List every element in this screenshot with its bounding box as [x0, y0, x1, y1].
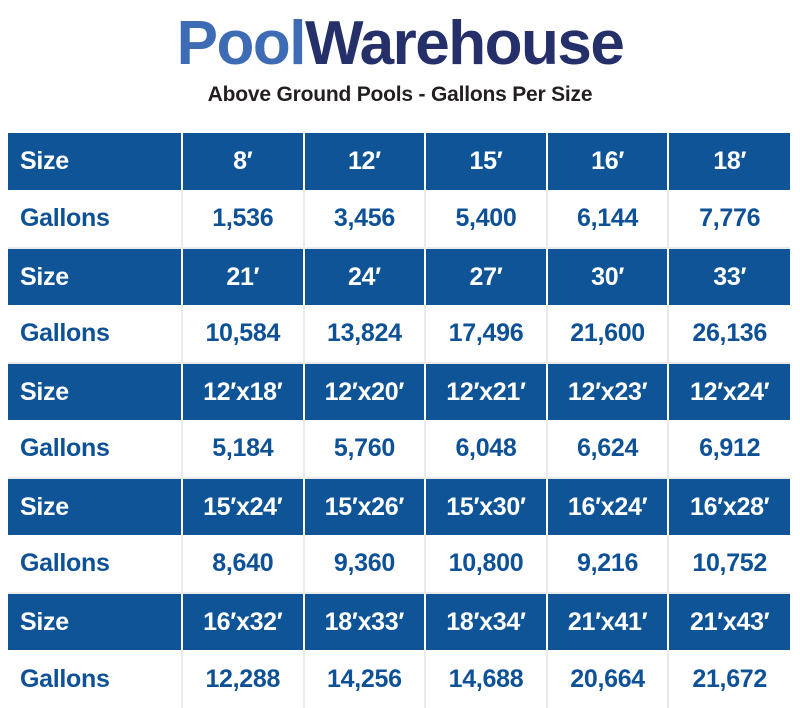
size-cell: 18′ [668, 133, 790, 190]
table-row-size: Size 21′ 24′ 27′ 30′ 33′ [8, 248, 790, 305]
brand-header: PoolWarehouse Above Ground Pools - Gallo… [0, 0, 800, 108]
gallons-cell: 8,640 [182, 535, 305, 594]
gallons-cell: 17,496 [425, 305, 548, 364]
size-cell: 15′x30′ [425, 478, 548, 535]
table-row-gallons: Gallons 10,584 13,824 17,496 21,600 26,1… [8, 305, 790, 364]
size-cell: 15′x26′ [303, 478, 427, 535]
logo-word-pool: Pool [176, 9, 307, 78]
table-row-gallons: Gallons 12,288 14,256 14,688 20,664 21,6… [8, 650, 790, 708]
gallons-cell: 9,360 [303, 535, 427, 594]
size-cell: 12′x23′ [546, 363, 670, 420]
gallons-table: Size 8′ 12′ 15′ 16′ 18′ Gallons 1,536 3,… [8, 133, 790, 708]
gallons-table-body: Size 8′ 12′ 15′ 16′ 18′ Gallons 1,536 3,… [8, 133, 790, 708]
size-cell: 30′ [546, 248, 670, 305]
size-cell: 15′x24′ [182, 478, 305, 535]
gallons-cell: 1,536 [182, 190, 305, 249]
gallons-cell: 5,400 [425, 190, 548, 249]
gallons-cell: 9,216 [546, 535, 670, 594]
row-header-size: Size [8, 478, 183, 535]
row-header-gallons: Gallons [8, 650, 183, 708]
table-row-size: Size 12′x18′ 12′x20′ 12′x21′ 12′x23′ 12′… [8, 363, 790, 420]
gallons-cell: 14,256 [303, 650, 427, 708]
gallons-cell: 6,144 [546, 190, 670, 249]
logo-word-warehouse: Warehouse [304, 9, 625, 78]
gallons-cell: 26,136 [668, 305, 790, 364]
size-cell: 16′x32′ [182, 593, 305, 650]
table-row-size: Size 16′x32′ 18′x33′ 18′x34′ 21′x41′ 21′… [8, 593, 790, 650]
gallons-cell: 21,600 [546, 305, 670, 364]
gallons-cell: 10,752 [668, 535, 790, 594]
row-header-gallons: Gallons [8, 535, 183, 594]
size-cell: 12′x24′ [668, 363, 790, 420]
size-cell: 8′ [182, 133, 305, 190]
gallons-cell: 10,800 [425, 535, 548, 594]
row-header-gallons: Gallons [8, 305, 183, 364]
row-header-size: Size [8, 248, 183, 305]
gallons-cell: 21,672 [668, 650, 790, 708]
pool-warehouse-logo: PoolWarehouse [0, 8, 800, 80]
gallons-cell: 6,048 [425, 420, 548, 479]
row-header-size: Size [8, 593, 183, 650]
size-cell: 21′x41′ [546, 593, 670, 650]
size-cell: 16′x28′ [668, 478, 790, 535]
size-cell: 12′ [303, 133, 427, 190]
size-cell: 12′x18′ [182, 363, 305, 420]
row-header-gallons: Gallons [8, 420, 183, 479]
gallons-cell: 5,184 [182, 420, 305, 479]
gallons-cell: 10,584 [182, 305, 305, 364]
size-cell: 12′x21′ [425, 363, 548, 420]
size-cell: 16′ [546, 133, 670, 190]
size-cell: 12′x20′ [303, 363, 427, 420]
size-cell: 27′ [425, 248, 548, 305]
gallons-cell: 7,776 [668, 190, 790, 249]
table-row-gallons: Gallons 5,184 5,760 6,048 6,624 6,912 [8, 420, 790, 479]
gallons-cell: 14,688 [425, 650, 548, 708]
row-header-gallons: Gallons [8, 190, 183, 249]
size-cell: 15′ [425, 133, 548, 190]
gallons-table-container: Size 8′ 12′ 15′ 16′ 18′ Gallons 1,536 3,… [8, 133, 790, 708]
table-row-size: Size 15′x24′ 15′x26′ 15′x30′ 16′x24′ 16′… [8, 478, 790, 535]
gallons-cell: 6,624 [546, 420, 670, 479]
size-cell: 24′ [303, 248, 427, 305]
size-cell: 21′ [182, 248, 305, 305]
size-cell: 33′ [668, 248, 790, 305]
gallons-cell: 6,912 [668, 420, 790, 479]
gallons-cell: 13,824 [303, 305, 427, 364]
table-row-gallons: Gallons 1,536 3,456 5,400 6,144 7,776 [8, 190, 790, 249]
size-cell: 18′x34′ [425, 593, 548, 650]
gallons-cell: 12,288 [182, 650, 305, 708]
table-row-gallons: Gallons 8,640 9,360 10,800 9,216 10,752 [8, 535, 790, 594]
size-cell: 16′x24′ [546, 478, 670, 535]
gallons-cell: 20,664 [546, 650, 670, 708]
page-subtitle: Above Ground Pools - Gallons Per Size [207, 83, 593, 106]
gallons-cell: 5,760 [303, 420, 427, 479]
size-cell: 18′x33′ [303, 593, 427, 650]
table-row-size: Size 8′ 12′ 15′ 16′ 18′ [8, 133, 790, 190]
row-header-size: Size [8, 133, 183, 190]
gallons-cell: 3,456 [303, 190, 427, 249]
row-header-size: Size [8, 363, 183, 420]
size-cell: 21′x43′ [668, 593, 790, 650]
